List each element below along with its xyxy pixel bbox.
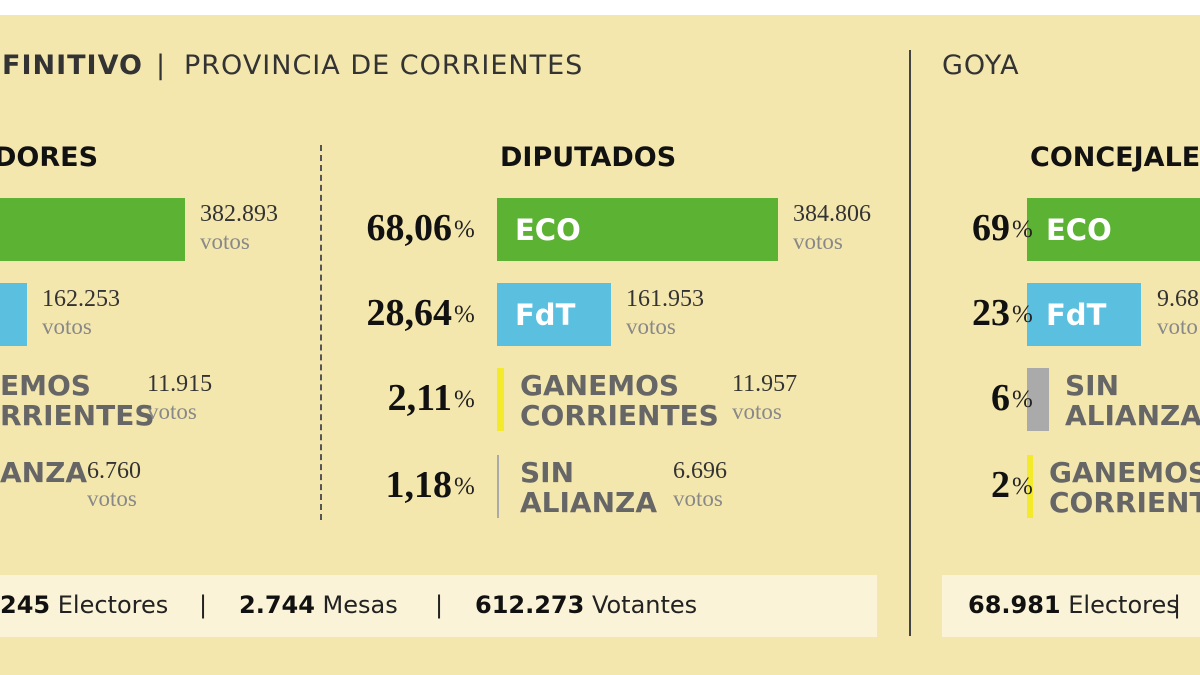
party-name: GANEMOS: [520, 369, 680, 402]
percent: 69: [972, 207, 1010, 249]
votes-label: votos: [87, 486, 137, 511]
party-label: ECO: [515, 213, 581, 247]
section-title: DIPUTADOS: [500, 142, 677, 173]
footer-separator: |: [1173, 591, 1182, 619]
footer-item: 2.744 Mesas: [239, 591, 398, 619]
percent-sign: %: [454, 216, 475, 243]
bar: [1027, 368, 1049, 431]
bar: [497, 198, 778, 261]
votes-label: votos: [673, 486, 723, 511]
votes: 162.253: [42, 286, 120, 312]
votes-label: votos: [626, 314, 676, 339]
party-name: ALIANZA: [1065, 399, 1200, 432]
votes-label: votos: [200, 229, 250, 254]
votes-label: votos: [732, 399, 782, 424]
party-label: ECO: [1046, 213, 1112, 247]
footer-label: Mesas: [314, 591, 398, 619]
percent-sign: %: [454, 301, 475, 328]
footer-label: Electores: [50, 591, 169, 619]
party-name: RRIENTES: [0, 399, 155, 432]
bar: [1027, 455, 1033, 518]
header-left: FINITIVO: [2, 50, 143, 81]
footer-number: 68.981: [968, 591, 1061, 619]
party-name: GANEMOS: [1049, 456, 1200, 489]
percent: 2: [991, 464, 1010, 506]
votes-label: votos: [793, 229, 843, 254]
party-name: ALIANZA: [520, 486, 658, 519]
divider: [909, 50, 911, 636]
votes: 11.915: [147, 371, 213, 397]
percent: 28,64: [366, 292, 453, 334]
percent: 68,06: [366, 207, 453, 249]
party-label: FdT: [515, 298, 576, 332]
percent-sign: %: [1012, 473, 1033, 500]
top-strip: [0, 0, 1200, 15]
footer-box: [942, 575, 1200, 637]
header-right: PROVINCIA DE CORRIENTES: [184, 50, 584, 81]
party-name: CORRIENTES: [520, 399, 719, 432]
votes: 6.696: [673, 458, 727, 484]
percent: 6: [991, 377, 1010, 419]
footer-item: 68.981 Electores: [968, 591, 1179, 619]
percent: 1,18: [385, 464, 453, 506]
percent-sign: %: [1012, 386, 1033, 413]
header-goya: GOYA: [942, 50, 1020, 81]
votes: 6.760: [87, 458, 141, 484]
party-name: SIN: [1065, 369, 1120, 402]
party-name: CORRIENT: [1049, 486, 1200, 519]
percent-sign: %: [454, 386, 475, 413]
votes-label: votos: [147, 399, 197, 424]
percent: 23: [972, 292, 1010, 334]
section-title: CONCEJALE: [1030, 142, 1200, 173]
footer-number: 612.273: [475, 591, 585, 619]
bar: [497, 283, 611, 346]
percent: 2,11: [387, 377, 452, 419]
footer-label: Votantes: [584, 591, 698, 619]
footer-box: [0, 575, 877, 637]
votes: 161.953: [626, 286, 704, 312]
footer-item: 612.273 Votantes: [475, 591, 697, 619]
party-name: EMOS: [0, 369, 91, 402]
footer-number: 2.744: [239, 591, 315, 619]
bar: [1027, 283, 1141, 346]
header-separator: |: [156, 50, 167, 81]
votes: 9.68: [1157, 286, 1199, 312]
votes-label: votos: [42, 314, 92, 339]
percent-sign: %: [1012, 216, 1033, 243]
footer-label: Electores: [1060, 591, 1179, 619]
divider: [320, 145, 322, 520]
party-name: ANZA: [0, 456, 88, 489]
party-label: FdT: [1046, 298, 1107, 332]
footer-separator: |: [435, 591, 444, 619]
percent-sign: %: [454, 473, 475, 500]
bar: [1027, 198, 1200, 261]
bar: [0, 198, 185, 261]
section-title: DORES: [0, 142, 99, 173]
footer-separator: |: [199, 591, 208, 619]
bar: [497, 368, 504, 431]
footer-number: 245: [0, 591, 51, 619]
bar: [0, 283, 27, 346]
votes: 11.957: [732, 371, 798, 397]
percent-sign: %: [1012, 301, 1033, 328]
party-name: SIN: [520, 456, 575, 489]
votes-label: voto: [1157, 314, 1198, 339]
votes: 382.893: [200, 201, 278, 227]
votes: 384.806: [793, 201, 871, 227]
bar: [497, 455, 499, 518]
footer-item: 245 Electores: [0, 591, 168, 619]
